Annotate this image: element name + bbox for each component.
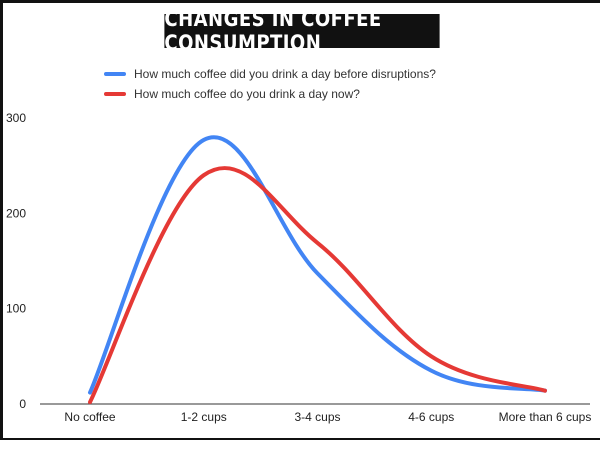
y-tick-label: 0	[19, 397, 26, 411]
x-tick-label: 1-2 cups	[181, 410, 227, 424]
legend-label-now: How much coffee do you drink a day now?	[134, 87, 360, 101]
x-tick-label: No coffee	[64, 410, 115, 424]
frame-left-border	[0, 0, 3, 440]
legend-swatch-before	[104, 72, 126, 76]
legend-item-before: How much coffee did you drink a day befo…	[104, 64, 436, 84]
frame-bottom-border	[0, 438, 600, 440]
y-tick-label: 200	[6, 206, 26, 220]
y-tick-label: 300	[6, 111, 26, 125]
x-tick-label: More than 6 cups	[499, 410, 592, 424]
frame-top-border	[0, 0, 600, 3]
series-line-now	[88, 166, 547, 405]
legend-swatch-now	[104, 92, 126, 96]
series-line-before	[88, 135, 547, 395]
legend-item-now: How much coffee do you drink a day now?	[104, 84, 436, 104]
y-tick-label: 100	[6, 302, 26, 316]
x-tick-label: 3-4 cups	[294, 410, 340, 424]
legend-label-before: How much coffee did you drink a day befo…	[134, 67, 436, 81]
chart-legend: How much coffee did you drink a day befo…	[104, 64, 436, 104]
x-tick-label: 4-6 cups	[408, 410, 454, 424]
